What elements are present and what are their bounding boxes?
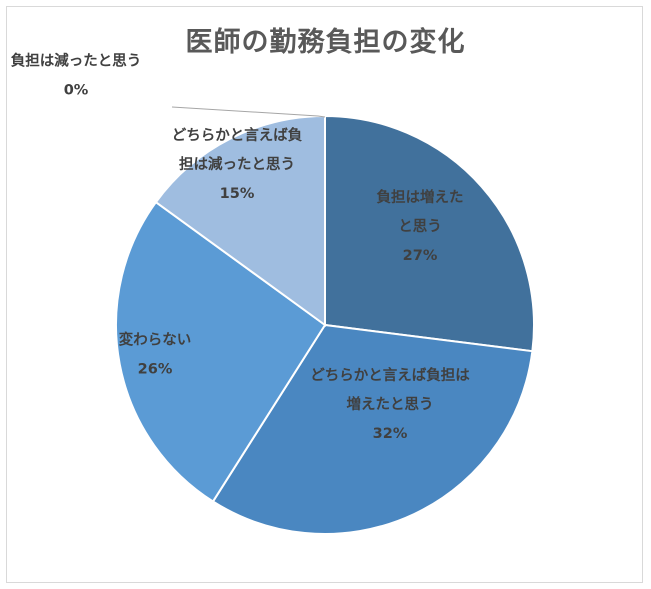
chart-title: 医師の勤務負担の変化	[185, 27, 466, 58]
pie-slice	[154, 114, 326, 327]
slice-percent-label: 32%	[373, 426, 408, 442]
leader-line	[171, 106, 326, 118]
slice-percent-label: 26%	[138, 362, 173, 378]
slice-category-label: 負担は増えた	[377, 188, 464, 206]
slice-category-label: 増えたと思う	[347, 395, 434, 413]
slice-category-label: 変わらない	[119, 331, 192, 349]
slice-percent-label: 0%	[64, 83, 89, 99]
slice-category-label: 負担は減ったと思う	[11, 52, 142, 70]
slice-category-label: と思う	[398, 218, 442, 235]
pie-slice	[115, 200, 327, 503]
slice-percent-label: 27%	[403, 248, 438, 264]
slice-category-label: どちらかと言えば負	[172, 126, 303, 144]
pie-slice	[324, 114, 535, 353]
slice-percent-label: 15%	[220, 186, 255, 202]
slice-category-label: 担は減ったと思う	[179, 155, 295, 173]
slice-category-label: どちらかと言えば負担は	[310, 366, 470, 384]
